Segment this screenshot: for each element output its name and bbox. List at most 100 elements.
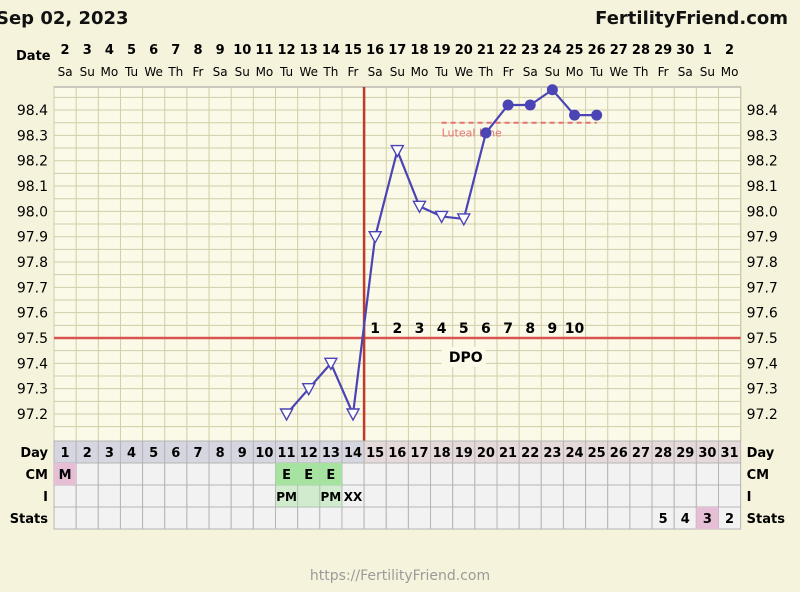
table-cell bbox=[97, 484, 121, 508]
table-cell bbox=[252, 506, 277, 530]
table-cell bbox=[718, 484, 742, 508]
table-cell bbox=[452, 484, 476, 508]
cycle-day-number: 8 bbox=[216, 446, 225, 461]
table-cell bbox=[341, 506, 365, 530]
date-number: 7 bbox=[171, 43, 180, 58]
weekday-label: Fr bbox=[192, 65, 203, 79]
table-cell bbox=[75, 506, 99, 530]
date-number: 8 bbox=[193, 43, 202, 58]
weekday-label: Sa bbox=[678, 65, 693, 79]
table-cell bbox=[585, 484, 609, 508]
table-cell bbox=[97, 462, 121, 486]
y-tick-label-left: 98.3 bbox=[17, 128, 48, 144]
cycle-day-number: 12 bbox=[300, 446, 318, 461]
footer-url[interactable]: https://FertilityFriend.com bbox=[309, 568, 491, 584]
weekday-label: Sa bbox=[58, 65, 73, 79]
chart-date-title: Sep 02, 2023 bbox=[0, 8, 129, 29]
table-cell bbox=[142, 506, 166, 530]
date-number: 12 bbox=[278, 43, 296, 58]
table-cell bbox=[208, 462, 232, 486]
date-number: 27 bbox=[610, 43, 628, 58]
weekday-label: Su bbox=[80, 65, 95, 79]
date-number: 17 bbox=[388, 43, 406, 58]
table-cell bbox=[119, 484, 144, 508]
table-cell bbox=[718, 462, 742, 486]
table-cell bbox=[629, 506, 653, 530]
table-cell bbox=[164, 484, 188, 508]
dpo-number: 1 bbox=[370, 321, 380, 337]
weekday-label: Fr bbox=[348, 65, 359, 79]
table-cell bbox=[407, 484, 432, 508]
table-cell bbox=[452, 462, 476, 486]
table-cell bbox=[164, 462, 188, 486]
table-cell bbox=[629, 462, 653, 486]
dpo-number: 5 bbox=[459, 321, 469, 337]
stat-value: 2 bbox=[725, 512, 734, 527]
y-tick-label-left: 97.2 bbox=[17, 407, 48, 423]
date-number: 13 bbox=[300, 43, 318, 58]
y-tick-label-left: 97.4 bbox=[17, 356, 48, 372]
y-tick-label-right: 97.3 bbox=[747, 382, 778, 398]
table-cell bbox=[540, 506, 564, 530]
temperature-point bbox=[524, 99, 536, 111]
y-tick-label-left: 98.0 bbox=[17, 204, 48, 220]
cm-cell bbox=[297, 463, 320, 485]
intercourse-label: PM bbox=[321, 490, 342, 504]
stat-value: 5 bbox=[659, 512, 668, 527]
table-cell bbox=[518, 506, 542, 530]
dpo-number: 10 bbox=[565, 321, 585, 337]
cycle-day-number: 27 bbox=[632, 446, 650, 461]
cycle-day-number: 26 bbox=[610, 446, 628, 461]
table-cell bbox=[186, 506, 210, 530]
table-cell bbox=[119, 506, 144, 530]
row-label-left: Day bbox=[20, 446, 48, 461]
cycle-day-number: 6 bbox=[171, 446, 180, 461]
temperature-point bbox=[390, 144, 405, 159]
table-cell bbox=[562, 462, 587, 486]
row-label-left: CM bbox=[26, 468, 48, 483]
table-cell bbox=[275, 506, 299, 530]
table-cell bbox=[363, 462, 387, 486]
row-label-left: I bbox=[43, 490, 48, 505]
table-cell bbox=[230, 506, 254, 530]
table-cell bbox=[474, 506, 498, 530]
cm-cell bbox=[319, 463, 342, 485]
weekday-label: Th bbox=[167, 65, 183, 79]
date-number: 18 bbox=[410, 43, 428, 58]
date-number: 22 bbox=[499, 43, 517, 58]
site-name[interactable]: FertilityFriend.com bbox=[595, 8, 788, 29]
y-tick-label-left: 97.5 bbox=[17, 331, 48, 347]
date-number: 11 bbox=[255, 43, 273, 58]
table-cell bbox=[142, 462, 166, 486]
dpo-label: DPO bbox=[449, 350, 483, 366]
cm-cell bbox=[54, 463, 77, 485]
weekday-label: Tu bbox=[589, 65, 603, 79]
table-cell bbox=[252, 484, 277, 508]
y-tick-label-right: 98.2 bbox=[747, 154, 778, 170]
table-cell bbox=[607, 506, 631, 530]
cycle-day-number: 10 bbox=[255, 446, 273, 461]
cm-cell bbox=[275, 463, 298, 485]
table-cell bbox=[208, 484, 232, 508]
cycle-day-number: 1 bbox=[61, 446, 70, 461]
table-cell bbox=[186, 484, 210, 508]
plot-area bbox=[53, 86, 742, 442]
weekday-label: Mo bbox=[256, 65, 274, 79]
weekday-label: Sa bbox=[523, 65, 538, 79]
temperature-point bbox=[345, 408, 361, 422]
table-cell bbox=[363, 484, 387, 508]
table-cell bbox=[407, 506, 432, 530]
cycle-day-number: 25 bbox=[588, 446, 606, 461]
date-number: 30 bbox=[676, 43, 694, 58]
temperature-point bbox=[456, 213, 471, 227]
weekday-label: Tu bbox=[279, 65, 293, 79]
weekday-label: Fr bbox=[658, 65, 669, 79]
date-number: 1 bbox=[703, 43, 712, 58]
y-tick-label-right: 97.6 bbox=[747, 306, 778, 322]
stat-highlight bbox=[696, 507, 719, 529]
table-cell bbox=[562, 506, 587, 530]
weekday-label: Sa bbox=[213, 65, 228, 79]
temperature-point bbox=[301, 382, 316, 397]
table-cell bbox=[407, 462, 432, 486]
table-cell bbox=[186, 462, 210, 486]
